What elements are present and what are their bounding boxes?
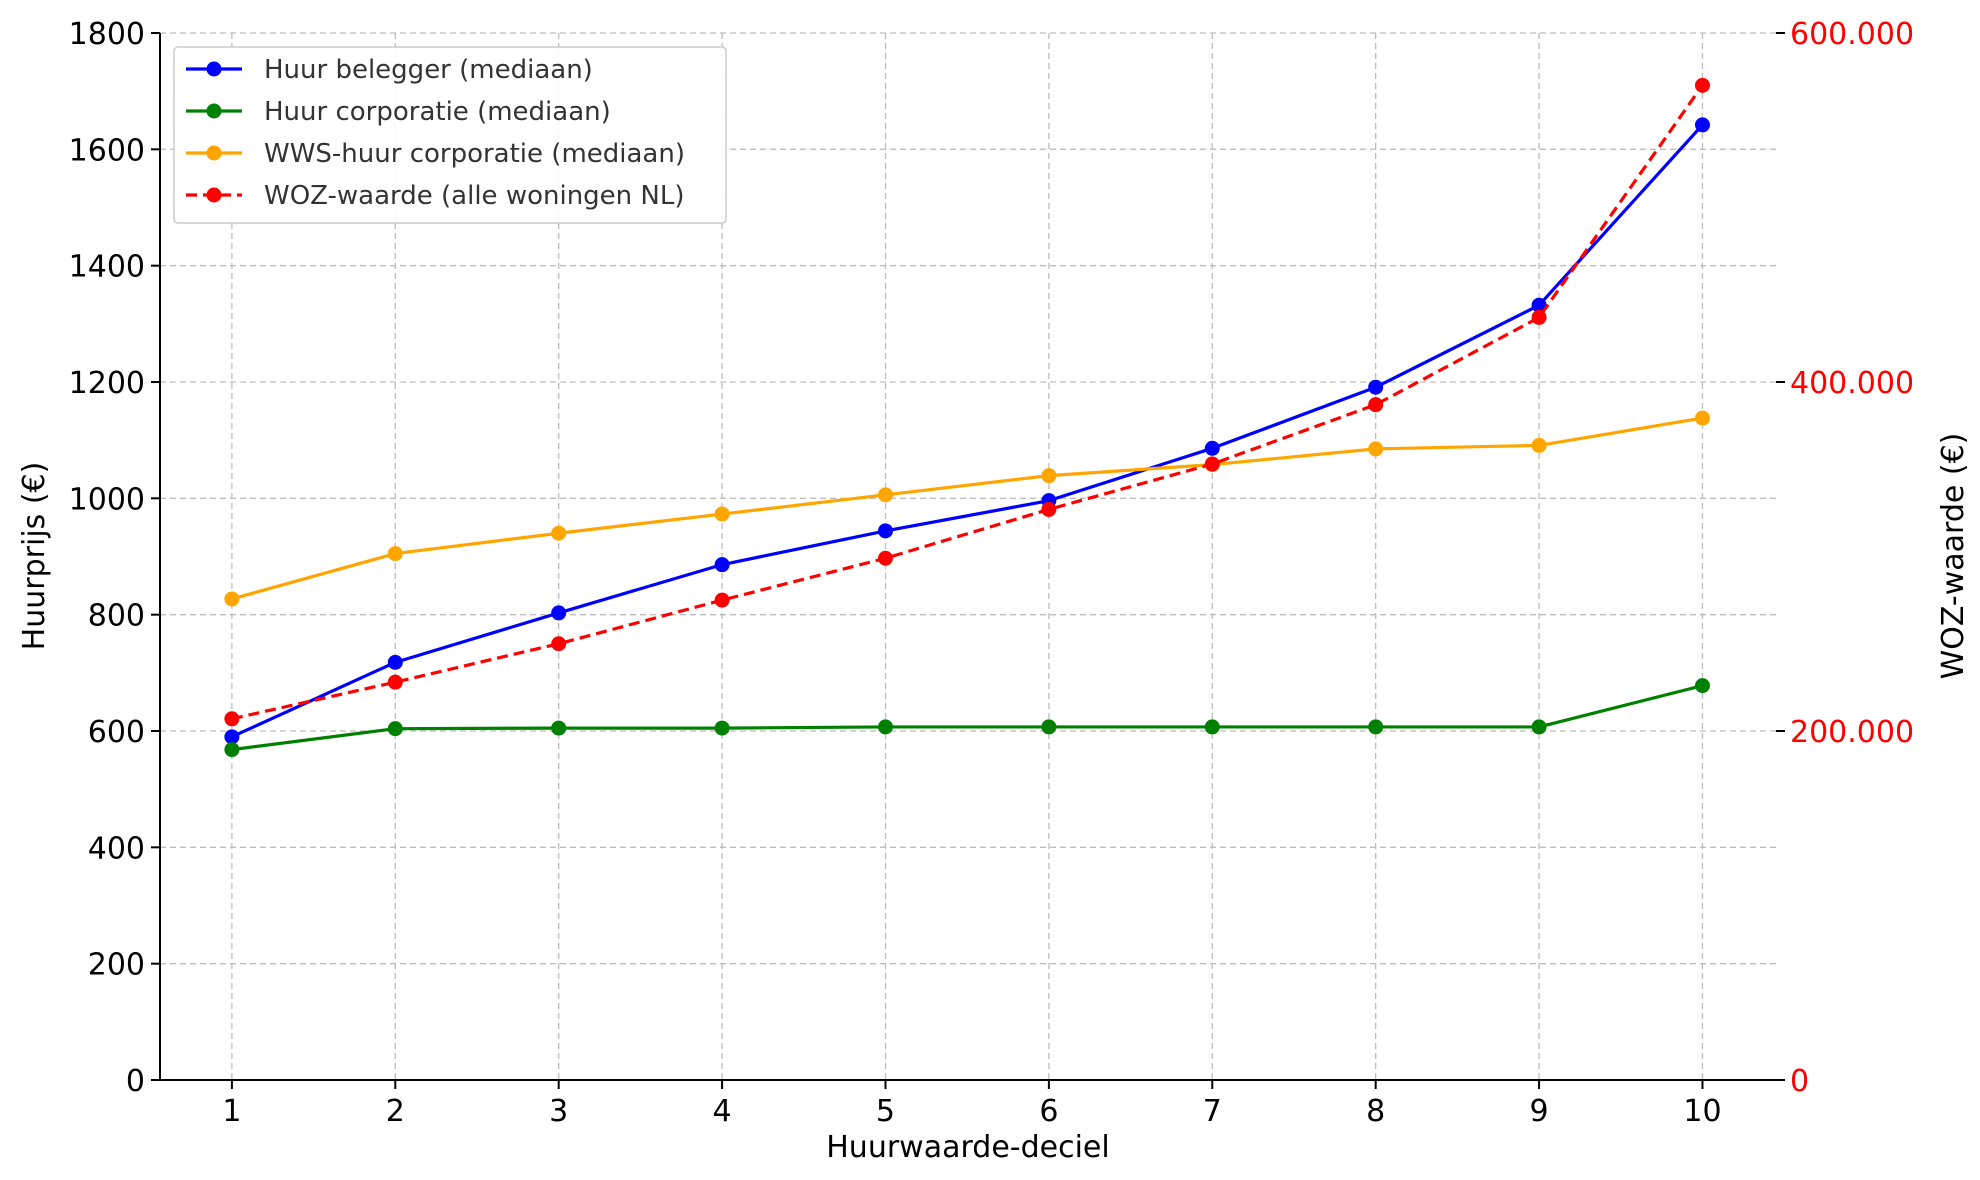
x-tick-label: 7 [1203,1094,1222,1129]
legend-label: Huur belegger (mediaan) [264,55,593,85]
data-point [714,720,730,736]
data-point [1531,297,1547,313]
data-point [1041,719,1057,735]
x-tick-label: 1 [222,1094,241,1129]
data-point [1204,719,1220,735]
data-point [224,729,240,745]
data-point [1531,437,1547,453]
y-right-tick-label: 400.000 [1790,366,1914,401]
data-point [1041,501,1057,517]
x-tick-label: 3 [549,1094,568,1129]
data-point [714,592,730,608]
series-2 [224,678,1710,758]
series-line [231,123,1704,739]
data-point [387,674,403,690]
data-point [877,523,893,539]
y-left-tick-label: 1000 [69,482,145,517]
x-axis-title: Huurwaarde-deciel [826,1130,1109,1165]
data-point [1531,309,1547,325]
y-axis-left-title: Huurprijs (€) [17,462,52,651]
series-3 [224,410,1710,607]
legend-label: WWS-huur corporatie (mediaan) [264,139,685,169]
x-tick-label: 8 [1366,1094,1385,1129]
data-point [1368,441,1384,457]
data-point [1204,456,1220,472]
x-tick-label: 5 [876,1094,895,1129]
legend-marker [206,61,222,77]
y-left-tick-label: 1800 [69,17,145,52]
data-point [877,719,893,735]
data-point [551,605,567,621]
data-point [1368,397,1384,413]
data-point [1204,440,1220,456]
series [224,77,1710,758]
ticks: 1 2 3 4 5 6 7 8 9 10 0 200 400 600 800 1000 1200 1400 1600… [69,17,1914,1129]
x-tick-label: 9 [1530,1094,1549,1129]
data-point [1694,77,1710,93]
y-right-tick-label: 200.000 [1790,715,1914,750]
data-point [387,721,403,737]
data-point [551,525,567,541]
data-point [224,742,240,758]
data-point [551,720,567,736]
axes [159,33,1776,1081]
y-left-tick-label: 400 [88,831,145,866]
data-point [1368,719,1384,735]
series-1 [224,117,1710,745]
data-point [551,636,567,652]
series-line [231,84,1704,721]
data-point [387,546,403,562]
data-point [877,487,893,503]
legend-label: Huur corporatie (mediaan) [264,97,611,127]
data-point [1368,379,1384,395]
y-right-tick-label: 0 [1790,1064,1809,1099]
legend: Huur belegger (mediaan) Huur corporatie (… [173,46,727,224]
x-tick-label: 6 [1039,1094,1058,1129]
y-left-tick-label: 200 [88,948,145,983]
y-left-tick-label: 1400 [69,250,145,285]
data-point [714,557,730,573]
y-left-tick-label: 1200 [69,366,145,401]
y-left-tick-label: 600 [88,715,145,750]
data-point [1694,678,1710,694]
legend-marker [206,187,222,203]
series-4 [224,77,1710,727]
series-line [231,416,1703,601]
legend-marker [206,103,222,119]
data-point [224,591,240,607]
data-point [1694,410,1710,426]
data-point [714,506,730,522]
y-right-tick-label: 600.000 [1790,17,1914,52]
y-axis-right-title: WOZ-waarde (€) [1936,433,1971,680]
x-tick-label: 2 [386,1094,405,1129]
legend-marker [206,145,222,161]
legend-frame [173,46,727,224]
y-left-tick-label: 800 [88,599,145,634]
y-left-tick-label: 0 [126,1064,145,1099]
data-point [387,654,403,670]
x-tick-label: 4 [713,1094,732,1129]
x-tick-label: 10 [1683,1094,1721,1129]
y-left-tick-label: 1600 [69,133,145,168]
data-point [1694,117,1710,133]
legend-label: WOZ-waarde (alle woningen NL) [264,181,685,211]
data-point [224,711,240,727]
data-point [1531,719,1547,735]
data-point [1041,468,1057,484]
series-line [231,684,1703,752]
data-point [877,550,893,566]
